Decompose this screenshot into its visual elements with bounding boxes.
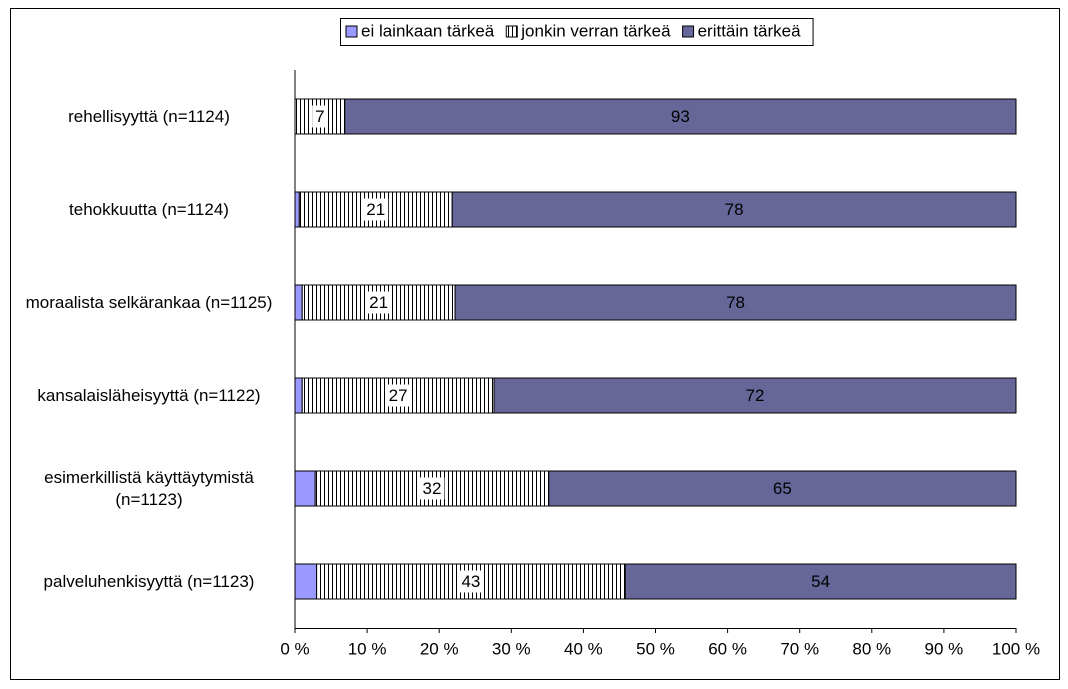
data-label: 54 — [811, 572, 830, 591]
data-label-bg — [385, 384, 411, 407]
bar-segment — [294, 284, 303, 321]
legend-swatch — [505, 25, 518, 38]
bar-segment — [294, 470, 316, 507]
legend — [340, 18, 814, 46]
legend-label: jonkin verran tärkeä — [520, 21, 671, 40]
x-tick-label: 40 % — [564, 639, 603, 658]
y-tick-label: kansalaisläheisyyttä (n=1122) — [37, 385, 261, 405]
bar-segment — [294, 191, 300, 228]
bar-segment — [294, 377, 303, 414]
x-tick-label: 50 % — [636, 639, 675, 658]
data-label: 65 — [773, 479, 792, 498]
y-tick-label: tehokkuutta (n=1124) — [69, 199, 229, 219]
bar-segment — [294, 563, 318, 600]
data-label-bg — [419, 477, 445, 500]
legend-label: erittäin tärkeä — [698, 21, 802, 40]
legend-swatch — [345, 25, 358, 38]
data-label: 21 — [366, 200, 385, 219]
y-tick-label: moraalista selkärankaa (n=1125) — [25, 292, 273, 312]
data-label: 32 — [423, 479, 442, 498]
x-tick-label: 60 % — [708, 639, 747, 658]
y-tick-label: palveluhenkisyyttä (n=1123) — [43, 571, 255, 591]
y-tick-label: rehellisyyttä (n=1124) — [68, 106, 230, 126]
x-tick-label: 70 % — [780, 639, 819, 658]
x-tick-label: 90 % — [925, 639, 964, 658]
data-label: 43 — [461, 572, 480, 591]
x-tick-label: 10 % — [348, 639, 387, 658]
data-label-bg — [458, 570, 484, 593]
x-tick-label: 80 % — [852, 639, 891, 658]
x-tick-label: 100 % — [992, 639, 1040, 658]
x-tick-label: 0 % — [280, 639, 309, 658]
bar-segment — [624, 563, 1017, 600]
data-label-bg — [366, 291, 392, 314]
bar-segment — [454, 284, 1017, 321]
bar-segment — [451, 191, 1017, 228]
data-label: 7 — [315, 107, 324, 126]
data-label-bg — [363, 198, 389, 221]
data-label: 72 — [746, 386, 765, 405]
y-tick-label: esimerkillistä käyttäytymistä (n=1123) — [44, 467, 254, 509]
x-tick-label: 20 % — [420, 639, 459, 658]
data-label: 93 — [671, 107, 690, 126]
legend-swatch — [682, 25, 695, 38]
data-label: 21 — [369, 293, 388, 312]
bar-segment — [344, 98, 1017, 135]
legend-label: ei lainkaan tärkeä — [361, 21, 495, 40]
data-label: 78 — [725, 200, 744, 219]
x-tick-label: 30 % — [492, 639, 531, 658]
data-label: 27 — [389, 386, 408, 405]
data-label-bg — [312, 105, 328, 128]
bar-segment — [548, 470, 1017, 507]
data-label: 78 — [726, 293, 745, 312]
bar-segment — [493, 377, 1017, 414]
